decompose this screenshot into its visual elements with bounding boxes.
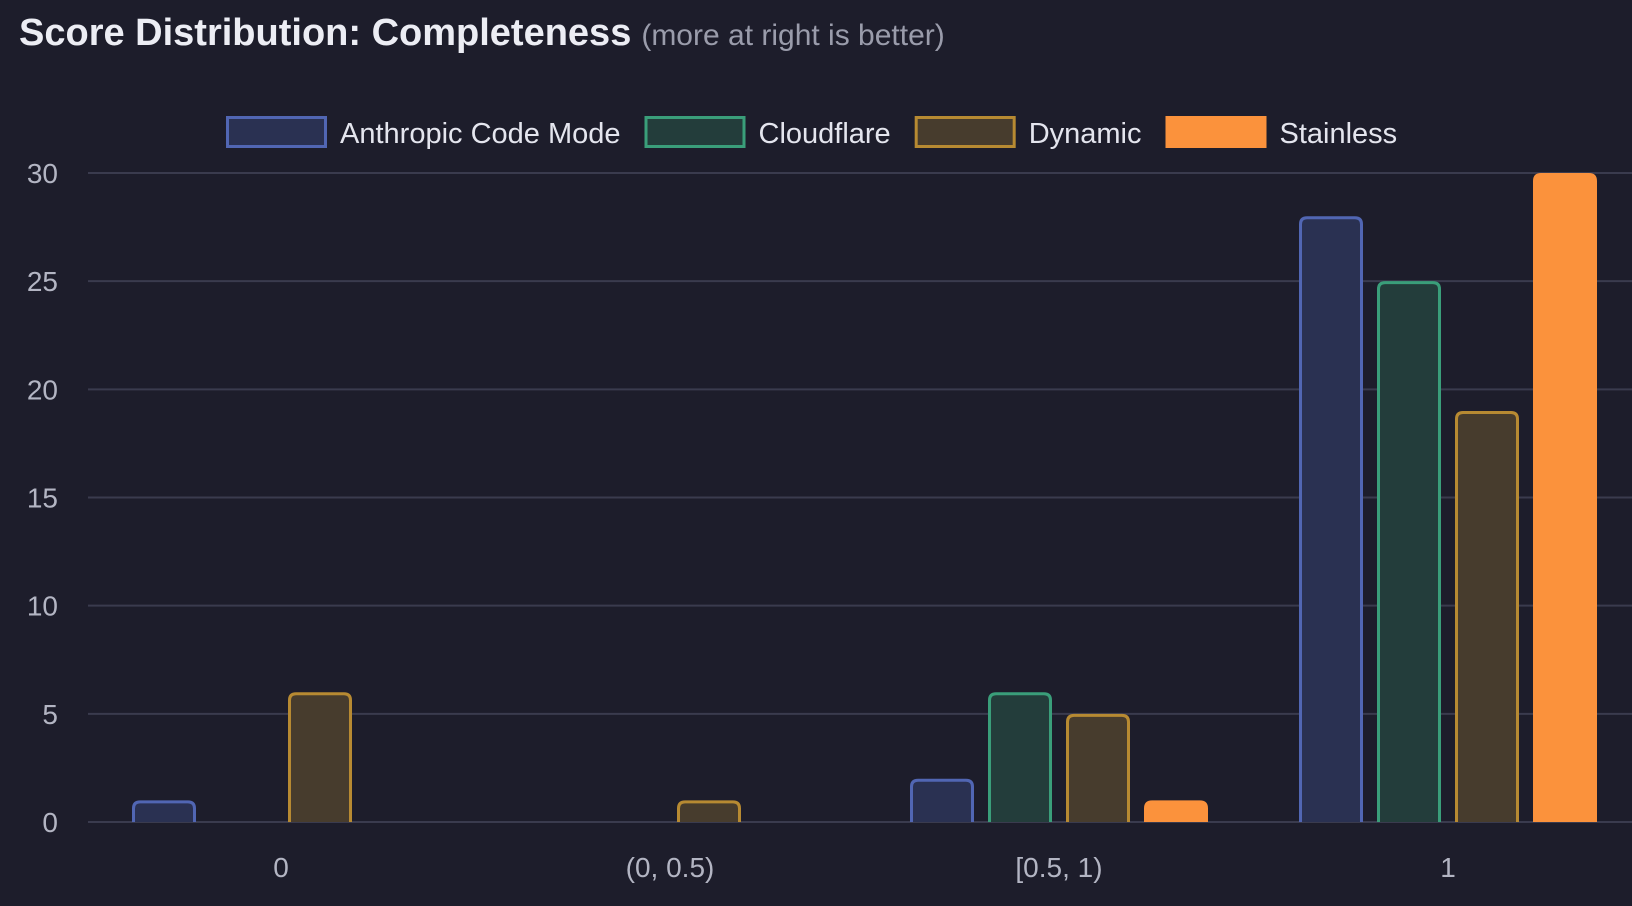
legend-label: Cloudflare — [759, 118, 891, 150]
bar-dynamic — [1455, 410, 1519, 822]
legend-label: Anthropic Code Mode — [340, 118, 621, 150]
bar-stainless — [1144, 800, 1208, 822]
bar-dynamic — [677, 800, 741, 822]
bar-stainless — [1533, 173, 1597, 822]
x-tick-label: 0 — [273, 852, 289, 883]
bar-dynamic — [1066, 713, 1130, 822]
legend-swatch — [914, 116, 1016, 148]
bar-dynamic — [288, 692, 352, 822]
bar-cloudflare — [1377, 281, 1441, 822]
bar-anthropic-code-mode — [1299, 216, 1363, 822]
chart-title-row: Score Distribution: Completeness (more at… — [19, 12, 945, 55]
legend-swatch — [1165, 116, 1267, 148]
bar-anthropic-code-mode — [910, 778, 974, 822]
y-tick-label: 20 — [27, 374, 58, 405]
x-tick-label: [0.5, 1) — [1015, 852, 1102, 883]
legend-swatch — [644, 116, 746, 148]
chart-subtitle: (more at right is better) — [641, 19, 945, 52]
legend-swatch — [226, 116, 327, 148]
y-tick-label: 30 — [27, 158, 58, 189]
chart-title: Score Distribution: Completeness — [19, 12, 632, 54]
bar-cloudflare — [988, 692, 1052, 822]
legend-label: Stainless — [1280, 118, 1398, 150]
y-tick-label: 15 — [27, 483, 58, 514]
y-tick-label: 10 — [27, 591, 58, 622]
x-tick-label: (0, 0.5) — [626, 852, 715, 883]
y-tick-label: 5 — [42, 699, 58, 730]
x-tick-label: 1 — [1440, 852, 1456, 883]
legend-label: Dynamic — [1029, 118, 1142, 150]
y-tick-label: 25 — [27, 266, 58, 297]
bar-anthropic-code-mode — [132, 800, 196, 822]
y-tick-label: 0 — [42, 807, 58, 838]
